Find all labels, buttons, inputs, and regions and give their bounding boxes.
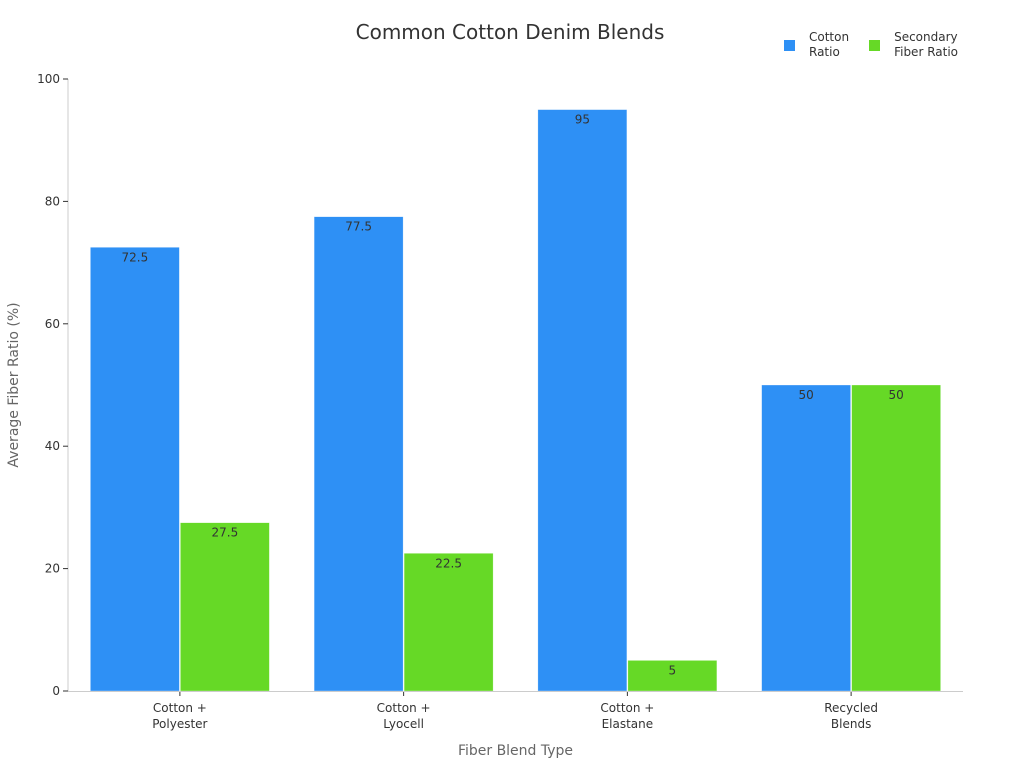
bar-secondary[interactable]	[851, 384, 941, 692]
legend-label: Secondary Fiber Ratio	[894, 30, 958, 59]
chart-title: Common Cotton Denim Blends	[0, 20, 1024, 44]
legend-item-0[interactable]: Cotton Ratio	[784, 30, 849, 60]
x-axis-title: Fiber Blend Type	[458, 743, 573, 759]
x-tick-label: Cotton +	[377, 701, 431, 715]
bar-value-label: 50	[798, 388, 813, 402]
y-tick-label: 20	[45, 562, 60, 576]
bar-cotton[interactable]	[537, 109, 628, 692]
bar-cotton[interactable]	[761, 384, 851, 692]
bar-value-label: 72.5	[122, 250, 149, 264]
x-tick-label: Cotton +	[153, 701, 207, 715]
x-tick-label: Elastane	[602, 717, 654, 731]
legend-swatch-icon	[784, 39, 795, 51]
legend: Cotton Ratio Secondary Fiber Ratio	[784, 30, 958, 60]
y-tick-label: 100	[37, 72, 60, 86]
y-tick-label: 0	[52, 684, 60, 698]
y-tick-label: 80	[45, 194, 60, 208]
x-tick-label: Blends	[831, 717, 871, 731]
y-axis-title: Average Fiber Ratio (%)	[6, 302, 22, 467]
x-tick-label: Recycled	[824, 701, 878, 715]
legend-item-1[interactable]: Secondary Fiber Ratio	[869, 30, 958, 60]
bar-value-label: 95	[575, 113, 590, 127]
x-tick-label: Lyocell	[383, 717, 424, 731]
bar-cotton[interactable]	[90, 247, 180, 692]
bar-value-label: 27.5	[212, 526, 239, 540]
x-tick-label: Cotton +	[600, 701, 654, 715]
legend-swatch-icon	[869, 39, 881, 51]
x-tick-label: Polyester	[152, 717, 207, 731]
bar-value-label: 5	[669, 663, 677, 677]
bar-secondary[interactable]	[403, 553, 494, 692]
bar-secondary[interactable]	[627, 660, 718, 692]
bar-cotton[interactable]	[313, 216, 404, 692]
legend-label: Cotton Ratio	[809, 30, 850, 59]
y-tick-label: 40	[45, 439, 60, 453]
bar-value-label: 50	[888, 388, 903, 402]
bar-value-label: 77.5	[345, 220, 372, 234]
bar-value-label: 22.5	[435, 556, 462, 570]
y-tick-label: 60	[45, 317, 60, 331]
chart-title-text: Common Cotton Denim Blends	[355, 20, 665, 44]
bar-secondary[interactable]	[180, 522, 270, 692]
